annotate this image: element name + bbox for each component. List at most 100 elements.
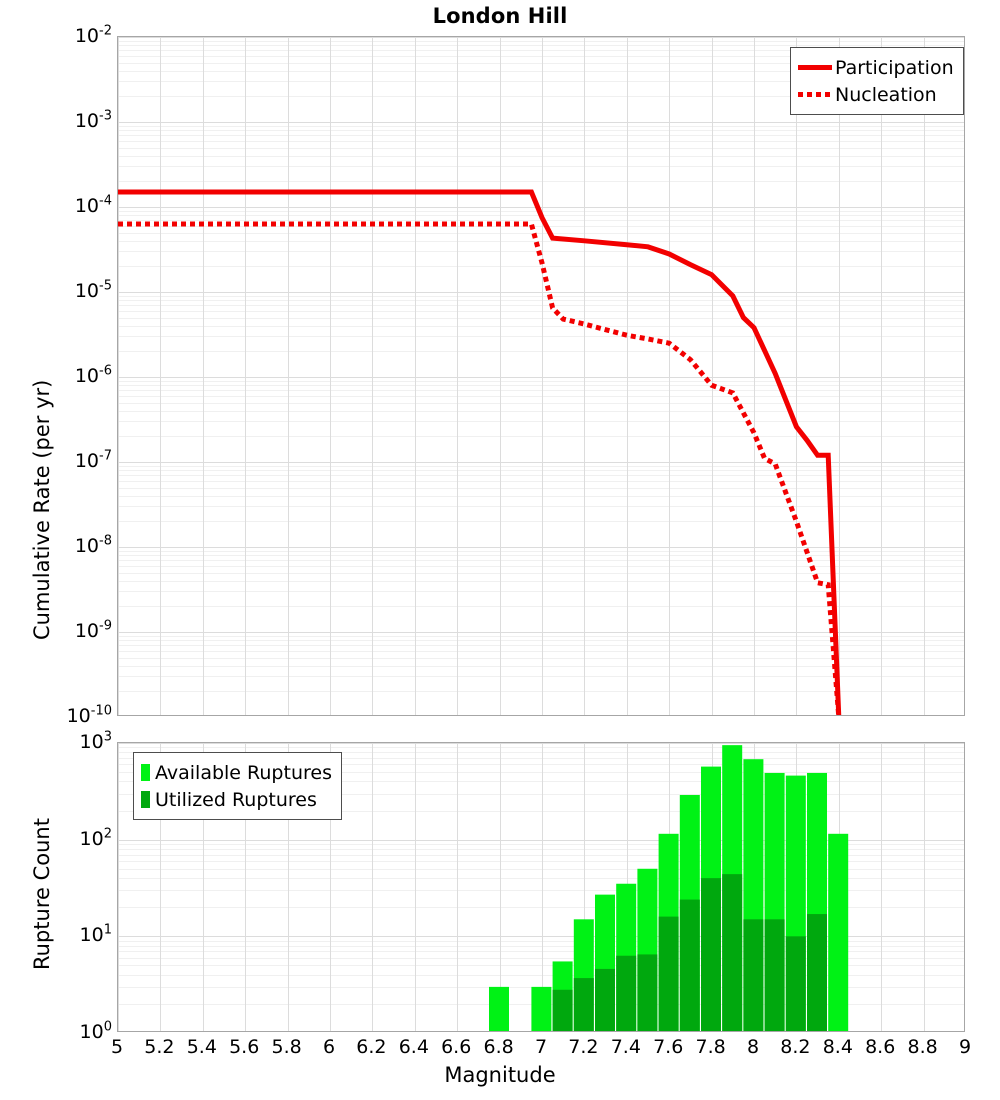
bar-utilized-ruptures: [616, 955, 637, 1031]
gridline-horizontal: [118, 658, 964, 659]
color-swatch-icon: [141, 764, 150, 781]
gridline-horizontal: [118, 318, 964, 319]
y-tick-label: 10-9: [74, 618, 112, 642]
legend-item: Available Ruptures: [141, 759, 332, 786]
gridline-vertical: [669, 37, 670, 715]
gridline-horizontal: [118, 311, 964, 312]
bar-available-ruptures: [489, 986, 509, 1031]
x-tick-label: 8.4: [822, 1036, 853, 1058]
gridline-vertical: [415, 743, 416, 1031]
gridline-horizontal: [118, 96, 964, 97]
y-tick-label: 102: [79, 826, 112, 850]
x-tick-label: 6.6: [441, 1036, 472, 1058]
cumulative-rate-plot: [117, 36, 965, 716]
x-axis-label: Magnitude: [444, 1063, 556, 1087]
gridline-horizontal: [118, 794, 964, 795]
legend-item-label: Utilized Ruptures: [155, 788, 317, 811]
gridline-horizontal: [118, 743, 964, 744]
gridline-horizontal: [118, 844, 964, 845]
series-line-participation: [118, 189, 842, 715]
gridline-horizontal: [118, 691, 964, 692]
gridline-vertical: [584, 37, 585, 715]
y-tick-label: 10-7: [74, 448, 112, 472]
gridline-horizontal: [118, 403, 964, 404]
gridline-horizontal: [118, 547, 964, 548]
x-tick-label: 8.6: [865, 1036, 896, 1058]
x-tick-label: 5.6: [229, 1036, 260, 1058]
gridline-horizontal: [118, 241, 964, 242]
x-tick-label: 6: [322, 1036, 336, 1058]
x-tick-label: 6.4: [398, 1036, 429, 1058]
top-panel-y-axis-label: Cumulative Rate (per yr): [30, 379, 54, 640]
y-tick-label: 10-6: [74, 363, 112, 387]
gridline-vertical: [457, 743, 458, 1031]
gridline-horizontal: [118, 636, 964, 637]
gridline-horizontal: [118, 436, 964, 437]
bar-utilized-ruptures: [722, 874, 743, 1031]
rupture-count-bars: [489, 745, 849, 1031]
gridline-horizontal: [118, 56, 964, 57]
x-tick-label: 6.8: [483, 1036, 514, 1058]
gridline-horizontal: [118, 181, 964, 182]
gridline-horizontal: [118, 226, 964, 227]
legend-item: Nucleation: [798, 81, 954, 108]
y-tick-label: 10-8: [74, 533, 112, 557]
gridline-horizontal: [118, 45, 964, 46]
gridline-vertical: [415, 37, 416, 715]
x-tick-label: 6.2: [356, 1036, 387, 1058]
gridline-vertical: [118, 37, 119, 715]
gridline-vertical: [796, 37, 797, 715]
gridline-horizontal: [118, 166, 964, 167]
gridline-horizontal: [118, 122, 964, 123]
x-tick-label: 5.4: [186, 1036, 217, 1058]
gridline-horizontal: [118, 666, 964, 667]
gridline-horizontal: [118, 941, 964, 942]
gridline-vertical: [881, 743, 882, 1031]
gridline-horizontal: [118, 855, 964, 856]
gridline-vertical: [500, 743, 501, 1031]
gridline-horizontal: [118, 849, 964, 850]
gridline-horizontal: [118, 148, 964, 149]
gridline-vertical: [160, 743, 161, 1031]
gridline-vertical: [542, 743, 543, 1031]
gridline-horizontal: [118, 475, 964, 476]
gridline-vertical: [203, 743, 204, 1031]
gridline-vertical: [754, 37, 755, 715]
gridline-horizontal: [118, 551, 964, 552]
bar-utilized-ruptures: [595, 968, 615, 1031]
bottom-panel-legend: Available Ruptures Utilized Ruptures: [133, 752, 342, 820]
legend-item: Participation: [798, 54, 954, 81]
x-tick-label: 7.4: [610, 1036, 641, 1058]
gridline-horizontal: [118, 292, 964, 293]
gridline-vertical: [203, 37, 204, 715]
gridline-horizontal: [118, 41, 964, 42]
gridline-vertical: [584, 743, 585, 1031]
legend-item-label: Participation: [835, 56, 954, 79]
series-line-nucleation: [118, 221, 842, 715]
gridline-vertical: [118, 743, 119, 1031]
gridline-horizontal: [118, 381, 964, 382]
y-tick-label: 103: [79, 729, 112, 753]
gridline-horizontal: [118, 266, 964, 267]
legend-item-label: Nucleation: [835, 83, 937, 106]
x-tick-label: 7.8: [695, 1036, 726, 1058]
solid-line-swatch-icon: [798, 65, 832, 70]
color-swatch-icon: [141, 791, 150, 808]
gridline-vertical: [924, 743, 925, 1031]
gridline-horizontal: [118, 506, 964, 507]
y-tick-label: 100: [79, 1019, 112, 1043]
gridline-horizontal: [118, 81, 964, 82]
gridline-horizontal: [118, 233, 964, 234]
gridline-horizontal: [118, 130, 964, 131]
bar-utilized-ruptures: [552, 989, 573, 1031]
gridline-horizontal: [118, 521, 964, 522]
gridline-horizontal: [118, 336, 964, 337]
gridline-horizontal: [118, 632, 964, 633]
gridline-vertical: [288, 37, 289, 715]
gridline-horizontal: [118, 496, 964, 497]
gridline-horizontal: [118, 141, 964, 142]
gridline-vertical: [712, 37, 713, 715]
y-tick-label: 101: [79, 923, 112, 947]
gridline-horizontal: [118, 946, 964, 947]
